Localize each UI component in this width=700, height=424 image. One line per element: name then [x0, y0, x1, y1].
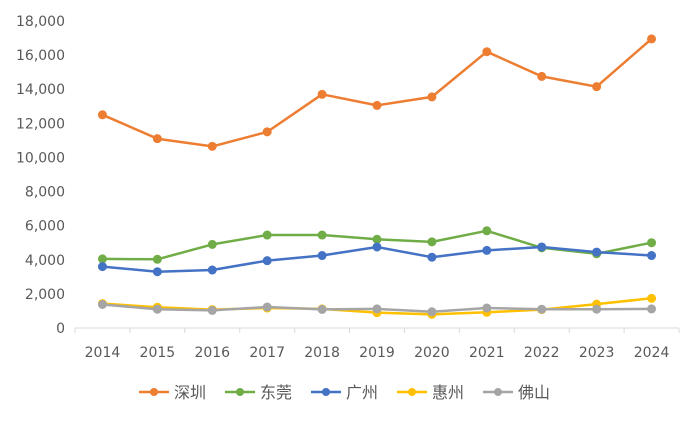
data-point [647, 238, 657, 248]
data-point [317, 230, 327, 240]
series-5 [97, 299, 657, 317]
y-tick-label: 12,000 [16, 116, 65, 132]
series-1 [97, 34, 657, 151]
data-point [537, 71, 547, 81]
legend-marker [408, 388, 416, 396]
data-point [317, 304, 327, 314]
legend-item: 佛山 [483, 383, 550, 402]
y-tick-label: 14,000 [16, 82, 65, 98]
legend-label: 佛山 [518, 383, 550, 402]
data-point [482, 47, 492, 57]
x-tick-label: 2020 [414, 345, 450, 361]
data-point [317, 251, 327, 261]
data-point [427, 92, 437, 102]
legend-item: 深圳 [139, 383, 206, 402]
data-point [317, 89, 327, 99]
data-point [152, 254, 162, 264]
y-tick-label: 4,000 [25, 253, 65, 269]
legend-item: 惠州 [397, 383, 464, 402]
data-point [207, 239, 217, 249]
data-point [372, 100, 382, 110]
data-point [372, 304, 382, 314]
data-point [97, 254, 107, 264]
x-tick-label: 2018 [304, 345, 340, 361]
data-point [427, 252, 437, 262]
y-tick-label: 10,000 [16, 150, 65, 166]
legend-marker [494, 388, 502, 396]
data-point [482, 245, 492, 255]
x-tick-label: 2024 [634, 345, 670, 361]
y-axis-ticks: 0 2,000 4,000 6,000 8,000 10,000 12,000 14,000 1… [16, 14, 65, 337]
x-axis: 2014 2015 2016 2017 2018 2019 2020 2021 2022 2023… [74, 327, 680, 361]
data-point [262, 127, 272, 137]
x-tick-label: 2019 [359, 345, 395, 361]
data-point [427, 307, 437, 317]
legend-item: 广州 [311, 383, 378, 402]
data-point [207, 305, 217, 315]
data-point [97, 299, 107, 309]
legend-item: 东莞 [225, 383, 292, 402]
data-point [152, 304, 162, 314]
data-point [592, 82, 602, 92]
data-point [262, 230, 272, 240]
data-point [207, 141, 217, 151]
legend: 深圳 东莞 广州 惠州 佛山 [139, 383, 550, 402]
data-point [647, 34, 657, 44]
series-layer [97, 34, 657, 319]
data-point [537, 242, 547, 252]
y-tick-label: 16,000 [16, 48, 65, 64]
data-point [592, 247, 602, 257]
x-tick-label: 2016 [194, 345, 230, 361]
legend-marker [322, 388, 330, 396]
data-point [592, 304, 602, 314]
data-point [97, 110, 107, 120]
data-point [262, 256, 272, 266]
data-point [152, 134, 162, 144]
y-tick-label: 0 [56, 321, 65, 337]
data-point [372, 242, 382, 252]
y-tick-label: 8,000 [25, 185, 65, 201]
legend-label: 深圳 [174, 383, 206, 402]
data-point [207, 265, 217, 275]
data-point [482, 303, 492, 313]
data-point [537, 304, 547, 314]
data-point [427, 237, 437, 247]
legend-marker [236, 388, 244, 396]
y-tick-label: 2,000 [25, 287, 65, 303]
data-point [372, 234, 382, 244]
y-tick-label: 18,000 [16, 14, 65, 30]
series-line [101, 37, 653, 148]
x-tick-label: 2023 [579, 345, 615, 361]
y-tick-label: 6,000 [25, 219, 65, 235]
legend-marker [150, 388, 158, 396]
x-tick-label: 2022 [524, 345, 560, 361]
data-point [647, 304, 657, 314]
legend-label: 惠州 [432, 383, 464, 402]
data-point [482, 226, 492, 236]
legend-label: 东莞 [260, 383, 292, 402]
data-point [647, 293, 657, 303]
data-point [152, 267, 162, 277]
x-tick-label: 2021 [469, 345, 505, 361]
x-tick-label: 2015 [140, 345, 176, 361]
legend-label: 广州 [346, 383, 378, 402]
data-point [262, 302, 272, 312]
data-point [97, 262, 107, 272]
series-3 [97, 242, 657, 277]
data-point [647, 251, 657, 261]
x-tick-label: 2017 [249, 345, 285, 361]
x-tick-label: 2014 [85, 345, 121, 361]
